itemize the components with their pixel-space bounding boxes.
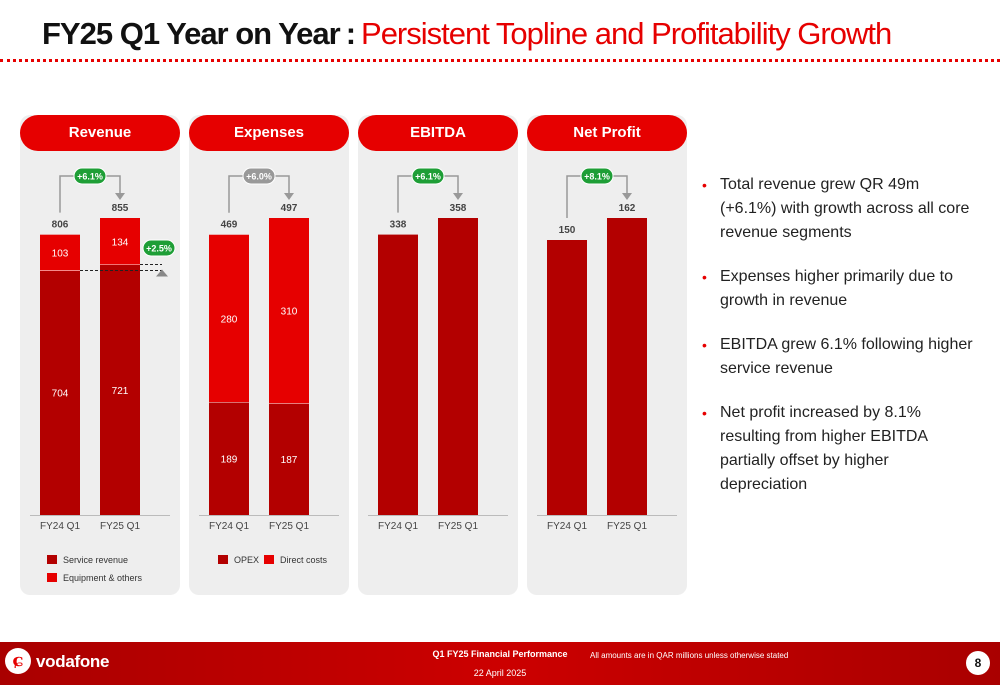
x-tick-label: FY25 Q1 <box>269 521 309 532</box>
panel-expenses: Expenses 189 280 469 FY24 Q1 187 310 497 FY25 Q… <box>189 115 349 595</box>
arrow-up-icon <box>156 269 168 277</box>
chart-revenue: 704 103 806 FY24 Q1 721 134 855 FY25 Q1 +6.1% +2.… <box>30 167 176 583</box>
x-tick-label: FY24 Q1 <box>378 521 418 532</box>
bullet-dot-icon: • <box>702 337 707 353</box>
x-tick-label: FY25 Q1 <box>438 521 478 532</box>
growth-badge-secondary <box>142 239 176 257</box>
bullet-dot-icon: • <box>702 177 707 193</box>
footer-report-title: Q1 FY25 Financial Performance <box>432 649 568 659</box>
title-main: FY25 Q1 Year on Year <box>42 16 341 51</box>
legend-label: Direct costs <box>280 555 328 565</box>
bullet-item: • Net profit increased by 8.1% resulting … <box>700 401 980 497</box>
bullet-dot-icon: • <box>702 269 707 285</box>
bar-segment <box>209 402 249 515</box>
bar-segment <box>438 218 478 515</box>
data-label: 280 <box>221 314 238 325</box>
total-label: 150 <box>559 225 576 236</box>
bar-segment <box>547 240 587 515</box>
growth-badge-secondary-label: +2.5% <box>146 244 172 254</box>
footer-bar: ɕ vodafone Q1 FY25 Financial Performance… <box>0 642 1000 685</box>
bullet-item: • EBITDA grew 6.1% following higher servi… <box>700 333 980 381</box>
panel-header-revenue: Revenue <box>20 115 180 151</box>
data-label: 189 <box>221 455 238 466</box>
total-label: 806 <box>52 220 69 231</box>
commentary-list: • Total revenue grew QR 49m (+6.1%) with … <box>700 173 980 517</box>
page-number: 8 <box>966 651 990 675</box>
panel-net-profit: Net Profit 150 FY24 Q1 162 FY25 Q1 +8.1% <box>527 115 687 595</box>
x-tick-label: FY24 Q1 <box>209 521 249 532</box>
bar-segment <box>269 218 309 404</box>
growth-badge-label: +6.1% <box>77 172 103 182</box>
x-tick-label: FY25 Q1 <box>100 521 140 532</box>
chart-ebitda: 338 FY24 Q1 358 FY25 Q1 +6.1% <box>368 167 508 532</box>
data-label: 103 <box>52 249 69 260</box>
growth-badge-label: +6.1% <box>415 172 441 182</box>
arrow-down-icon <box>115 193 125 200</box>
bar-segment <box>269 403 309 515</box>
growth-badge-label: +6.0% <box>246 172 272 182</box>
legend-label: Equipment & others <box>63 573 143 583</box>
total-label: 497 <box>281 203 298 214</box>
panel-header-net-profit: Net Profit <box>527 115 687 151</box>
total-label: 338 <box>390 220 407 231</box>
footer-note: All amounts are in QAR millions unless o… <box>590 651 789 660</box>
legend-swatch <box>218 555 228 564</box>
x-tick-label: FY24 Q1 <box>40 521 80 532</box>
bar-segment <box>209 234 249 403</box>
growth-badge <box>580 167 614 185</box>
legend-label: OPEX <box>234 555 259 565</box>
bar-segment <box>378 234 418 516</box>
data-label: 134 <box>112 237 129 248</box>
bar-segment <box>40 270 80 515</box>
title-subtitle: Persistent Topline and Profitability Gro… <box>361 16 892 51</box>
x-tick-label: FY25 Q1 <box>607 521 647 532</box>
growth-badge <box>73 167 107 185</box>
bar-segment <box>40 234 80 271</box>
panel-header-ebitda: EBITDA <box>358 115 518 151</box>
growth-badge <box>411 167 445 185</box>
bullet-item: • Total revenue grew QR 49m (+6.1%) with … <box>700 173 980 245</box>
total-label: 358 <box>450 203 467 214</box>
panel-ebitda: EBITDA 338 FY24 Q1 358 FY25 Q1 +6.1% <box>358 115 518 595</box>
legend-label: Service revenue <box>63 555 128 565</box>
panel-header-expenses: Expenses <box>189 115 349 151</box>
data-label: 310 <box>281 307 298 318</box>
bar-segment <box>100 264 140 515</box>
arrow-down-icon <box>622 193 632 200</box>
bullet-dot-icon: • <box>702 405 707 421</box>
arrow-down-icon <box>284 193 294 200</box>
brand-name: vodafone <box>36 652 110 671</box>
title-divider <box>0 59 1000 62</box>
panel-revenue: Revenue 704 103 806 FY24 Q1 721 134 855 FY25 Q1… <box>20 115 180 595</box>
total-label: 855 <box>112 203 129 214</box>
vodafone-logo-icon: ɕ <box>5 648 31 674</box>
bar-segment <box>607 218 647 515</box>
total-label: 162 <box>619 203 636 214</box>
legend-swatch <box>264 555 274 564</box>
footer-date: 22 April 2025 <box>473 668 527 678</box>
data-label: 187 <box>281 455 298 466</box>
growth-badge <box>242 167 276 185</box>
arrow-down-icon <box>453 193 463 200</box>
bar-segment <box>100 218 140 265</box>
chart-expenses: 189 280 469 FY24 Q1 187 310 497 FY25 Q1 +6.0% OPE… <box>199 167 339 565</box>
bullet-item: • Expenses higher primarily due to growth… <box>700 265 980 313</box>
x-tick-label: FY24 Q1 <box>547 521 587 532</box>
legend-swatch <box>47 555 57 564</box>
slide-title: FY25 Q1 Year on Year: Persistent Topline … <box>42 10 892 58</box>
data-label: 721 <box>112 386 129 397</box>
legend-swatch <box>47 573 57 582</box>
chart-net-profit: 150 FY24 Q1 162 FY25 Q1 +8.1% <box>537 167 677 532</box>
growth-badge-label: +8.1% <box>584 172 610 182</box>
total-label: 469 <box>221 220 238 231</box>
data-label: 704 <box>52 389 69 400</box>
title-separator: : <box>345 16 356 51</box>
